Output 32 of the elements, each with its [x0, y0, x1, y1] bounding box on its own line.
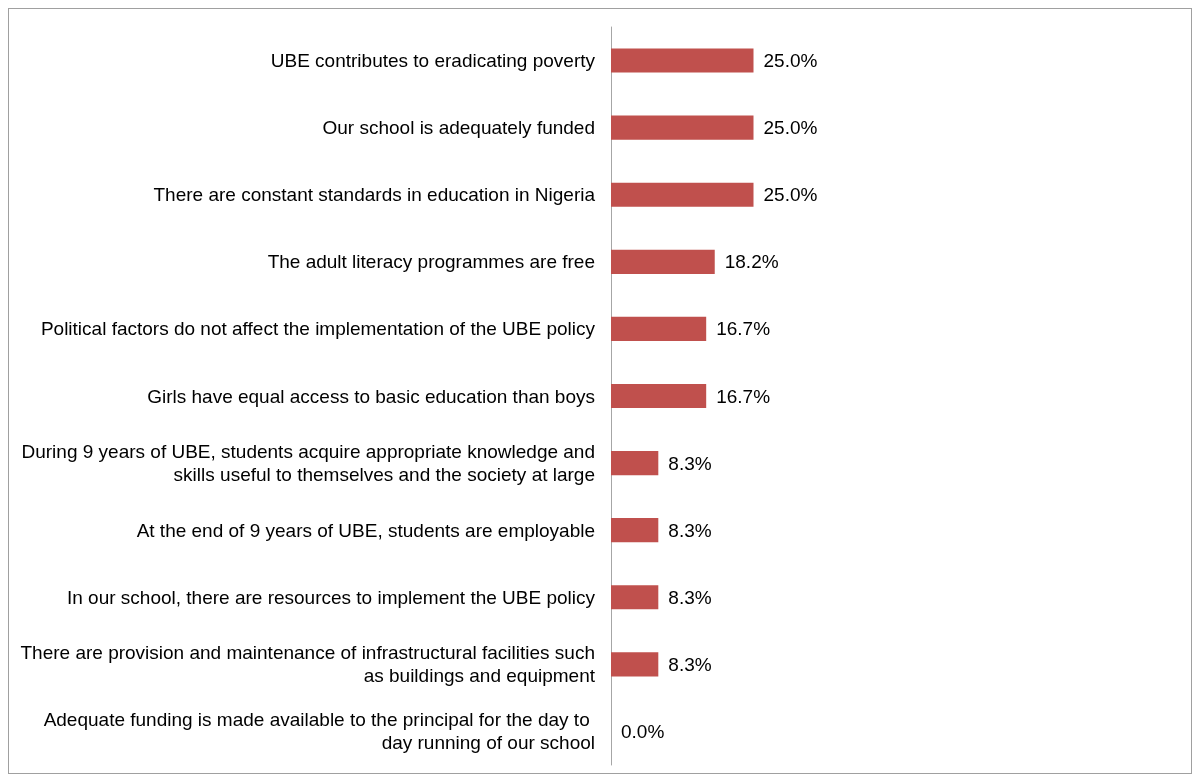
data-label: 25.0%	[763, 50, 818, 72]
y-tick-label: In our school, there are resources to implement the UBE policy	[66, 586, 596, 608]
y-tick-label: The adult literacy programmes are free	[267, 251, 595, 273]
data-label: 18.2%	[724, 251, 779, 273]
y-tick-label: There are provision and maintenance of infrastructural facilities such as buildings and equipment	[20, 642, 596, 687]
data-label: 8.3%	[668, 653, 712, 675]
data-label: 8.3%	[668, 452, 712, 474]
y-tick-label: Girls have equal access to basic education than boys	[147, 385, 595, 407]
y-tick-label: There are constant standards in education in Nigeria	[153, 184, 596, 206]
bar	[611, 518, 659, 543]
data-label: 25.0%	[763, 117, 818, 139]
bar	[611, 451, 659, 476]
bar	[611, 249, 715, 274]
data-label: 8.3%	[668, 586, 712, 608]
bar	[611, 316, 707, 341]
y-tick-label: Our school is adequately funded	[322, 117, 595, 139]
bar	[611, 383, 707, 409]
data-label: 16.7%	[716, 318, 771, 340]
y-tick-label: At the end of 9 years of UBE, students are employable	[136, 519, 595, 541]
bar	[611, 182, 754, 207]
y-tick-label: Adequate funding is made available to the principal for the day to day running of our school	[43, 709, 595, 754]
y-tick-label: UBE contributes to eradicating poverty	[270, 50, 596, 72]
bar	[611, 115, 754, 140]
y-tick-label: Political factors do not affect the implementation of the UBE policy	[40, 318, 596, 340]
bar	[611, 48, 754, 73]
bar	[611, 652, 659, 677]
data-label: 0.0%	[621, 720, 665, 742]
data-label: 25.0%	[763, 184, 818, 206]
data-label: 8.3%	[668, 519, 712, 541]
data-label: 16.7%	[716, 385, 771, 407]
y-tick-label: During 9 years of UBE, students acquire appropriate knowledge and skills useful to themselves and the society at large	[21, 441, 595, 486]
bar	[611, 585, 659, 610]
